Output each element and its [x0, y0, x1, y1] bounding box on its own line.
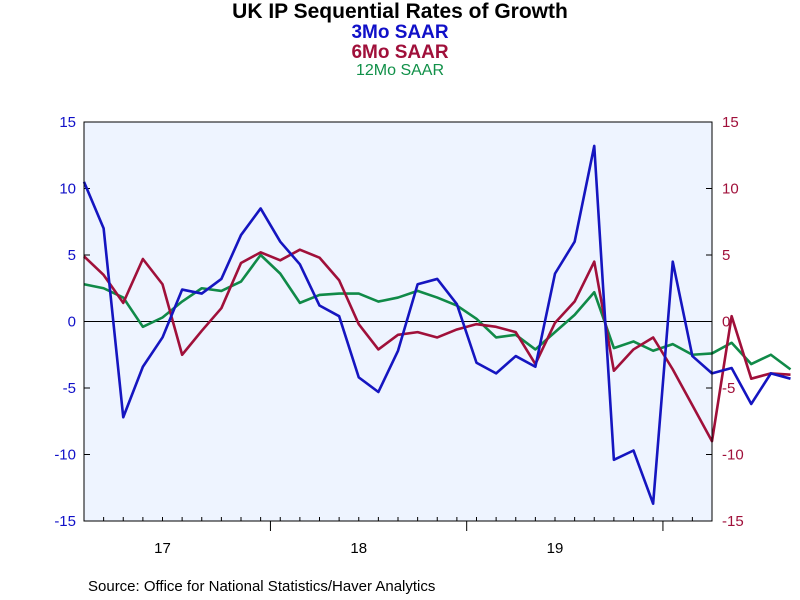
right-y-tick-label: 10	[722, 181, 739, 198]
chart-title-block: UK IP Sequential Rates of Growth 3Mo SAA…	[0, 0, 800, 79]
left-y-tick-label: -5	[63, 380, 76, 397]
series-line	[83, 253, 792, 371]
subtitle-12mo: 12Mo SAAR	[355, 62, 445, 79]
right-y-tick-label: 0	[722, 314, 730, 331]
right-y-tick-label: 15	[722, 114, 739, 131]
left-y-tick-label: -10	[54, 447, 76, 464]
left-y-tick-label: 0	[68, 314, 76, 331]
right-y-tick-label: -10	[722, 447, 744, 464]
subtitle-3mo: 3Mo SAAR	[351, 22, 449, 43]
x-tick-label: 17	[154, 540, 171, 557]
x-tick-label: 18	[350, 540, 367, 557]
left-y-tick-label: -15	[54, 513, 76, 530]
left-y-tick-label: 5	[68, 247, 76, 264]
series-line	[82, 144, 791, 506]
plot-frame	[83, 121, 713, 522]
left-y-tick-label: 10	[59, 181, 76, 198]
right-y-tick-label: -15	[722, 513, 744, 530]
source-note: Source: Office for National Statistics/H…	[88, 578, 436, 595]
right-y-tick-label: -5	[722, 380, 735, 397]
x-tick-label: 19	[547, 540, 564, 557]
right-y-tick-label: 5	[722, 247, 730, 264]
series-line	[83, 248, 791, 443]
chart-title: UK IP Sequential Rates of Growth	[232, 0, 568, 23]
left-y-tick-label: 15	[59, 114, 76, 131]
subtitle-6mo: 6Mo SAAR	[351, 42, 449, 63]
